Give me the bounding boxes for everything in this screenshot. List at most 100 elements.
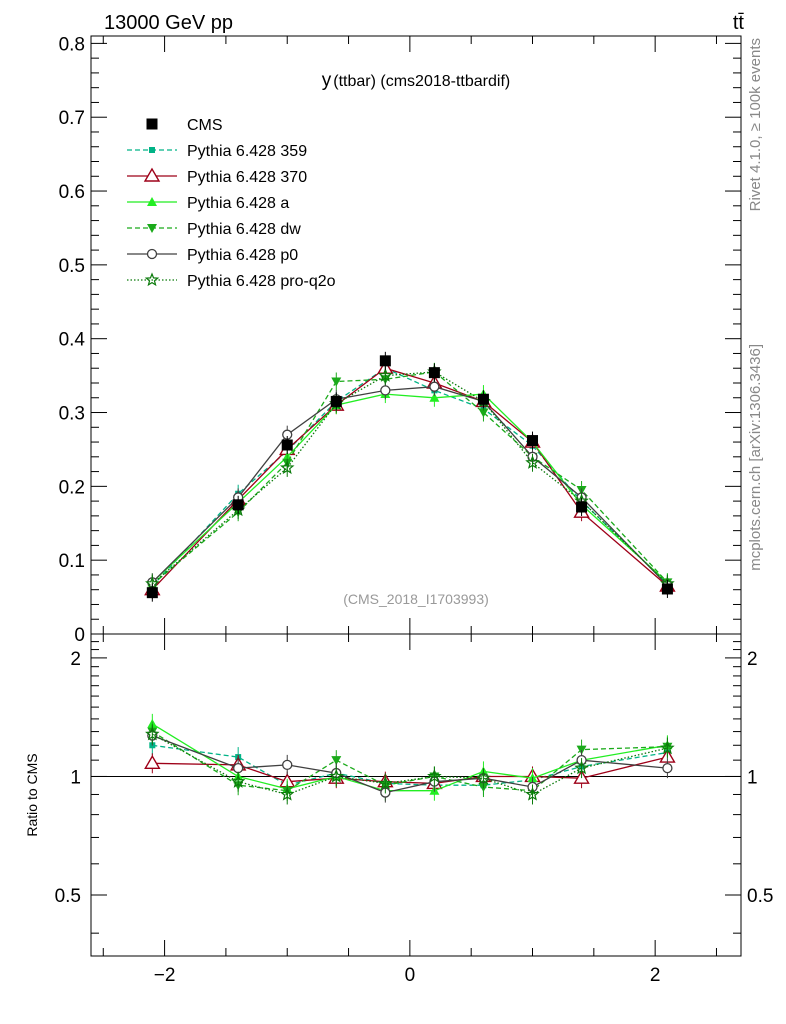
ratio-panel-frame xyxy=(90,633,742,957)
legend-marker xyxy=(149,147,155,153)
legend-label: CMS xyxy=(187,117,223,134)
legend-entry: Pythia 6.428 pro-q2o xyxy=(127,272,336,290)
ratio-axis-ticks: 0.5 0.5 1 1 2 2 xyxy=(55,641,773,934)
ratio-line xyxy=(152,734,668,794)
series-cms xyxy=(146,351,673,602)
series-line xyxy=(151,367,668,591)
main-ytick-label: 0.3 xyxy=(59,404,85,425)
legend: CMS Pythia 6.428 359 Pythia 6.428 370 Pythi… xyxy=(127,117,336,290)
legend-entry: CMS xyxy=(146,117,223,134)
analysis-watermark: (CMS_2018_I1703993) xyxy=(343,591,489,607)
legend-label: Pythia 6.428 dw xyxy=(187,221,301,238)
data-point xyxy=(429,392,440,402)
mcplots-label: mcplots.cern.ch [arXiv:1306.3436] xyxy=(747,344,764,571)
ratio-ytick-label-right: 0.5 xyxy=(747,886,773,907)
series-pythia-6-428-dw xyxy=(147,362,673,594)
main-ytick-label: 0.1 xyxy=(59,551,85,572)
series-pythia-6-428-p0 xyxy=(147,377,673,595)
legend-label: Pythia 6.428 p0 xyxy=(187,247,298,264)
legend-entry: Pythia 6.428 370 xyxy=(127,167,307,186)
data-point xyxy=(146,587,158,599)
data-point xyxy=(478,408,489,418)
ratio-point xyxy=(279,786,295,801)
ratio-ytick-label-right: 2 xyxy=(747,649,758,670)
ratio-pythia-6-428-pro-q2o xyxy=(145,724,675,805)
main-ytick-label: 0.5 xyxy=(59,256,85,277)
legend-marker xyxy=(147,197,157,206)
xtick-label: 2 xyxy=(650,965,661,986)
main-ytick-label: 0.6 xyxy=(59,182,85,203)
x-axis-ticks: −2 0 2 xyxy=(102,36,717,986)
main-axis-ticks: 0 0.1 0.2 0.3 0.4 0.5 0.6 0.7 0.8 xyxy=(59,34,741,646)
data-point xyxy=(281,439,293,451)
ratio-ylabel: Ratio to CMS xyxy=(24,753,40,836)
legend-marker xyxy=(144,272,160,287)
legend-marker xyxy=(143,167,161,182)
legend-marker xyxy=(146,118,158,130)
rivet-label: Rivet 4.1.0, ≥ 100k events xyxy=(747,38,764,211)
ratio-point xyxy=(427,768,442,783)
legend-entry: Pythia 6.428 p0 xyxy=(127,247,298,264)
data-point xyxy=(429,381,440,392)
ratio-line xyxy=(152,756,668,785)
main-ytick-label: 0.7 xyxy=(59,108,85,129)
data-point xyxy=(378,367,393,382)
legend-entry: Pythia 6.428 dw xyxy=(127,221,301,238)
data-point xyxy=(379,355,391,367)
series-pythia-6-428-a xyxy=(147,385,673,592)
ratio-series-group xyxy=(144,713,676,805)
legend-entry: Pythia 6.428 359 xyxy=(127,143,307,160)
energy-label: 13000 GeV pp xyxy=(104,12,233,34)
main-ytick-label: 0.4 xyxy=(59,330,86,351)
ratio-line xyxy=(151,723,668,792)
ratio-point xyxy=(574,760,589,775)
ratio-ytick-label: 1 xyxy=(70,767,81,788)
xtick-label: 0 xyxy=(405,965,416,986)
ratio-point xyxy=(144,754,161,769)
data-point xyxy=(525,455,540,469)
data-point xyxy=(380,385,391,396)
ratio-ytick-label: 0.5 xyxy=(55,886,81,907)
main-ytick-label: 0.8 xyxy=(59,34,85,55)
series-line xyxy=(151,386,668,586)
ratio-point xyxy=(233,762,244,774)
data-point xyxy=(428,367,440,379)
ratio-point xyxy=(662,762,673,774)
series-line xyxy=(151,367,668,587)
data-point xyxy=(477,393,489,405)
ratio-point xyxy=(282,759,293,771)
title-rest: (ttbar) (cms2018-ttbardif) xyxy=(333,73,510,90)
legend-entry: Pythia 6.428 a xyxy=(127,195,289,212)
ratio-point xyxy=(576,745,587,755)
title-y: y xyxy=(322,70,332,91)
main-ytick-label: 0 xyxy=(74,625,85,646)
data-point xyxy=(279,460,295,475)
data-point xyxy=(527,435,539,447)
series-line xyxy=(151,393,668,583)
ratio-point xyxy=(329,768,344,783)
series-line xyxy=(151,371,668,585)
ratio-point xyxy=(525,786,540,801)
main-series-group xyxy=(144,351,676,602)
main-ytick-label: 0.2 xyxy=(59,477,85,498)
series-pythia-6-428-370 xyxy=(144,359,676,599)
ratio-point xyxy=(378,775,393,790)
data-point xyxy=(661,583,673,595)
legend-label: Pythia 6.428 a xyxy=(187,195,289,212)
legend-label: Pythia 6.428 pro-q2o xyxy=(187,273,336,290)
ratio-ytick-label-right: 1 xyxy=(747,767,758,788)
legend-marker xyxy=(146,248,158,260)
ratio-point xyxy=(230,774,246,788)
legend-label: Pythia 6.428 370 xyxy=(187,169,307,186)
ratio-line xyxy=(151,731,668,792)
ratio-line xyxy=(151,733,668,796)
xtick-label: −2 xyxy=(154,965,176,986)
ratio-point xyxy=(660,740,675,755)
chart-title: y (ttbar) (cms2018-ttbardif) xyxy=(322,70,510,91)
legend-label: Pythia 6.428 359 xyxy=(187,143,307,160)
data-point xyxy=(576,501,588,513)
data-point xyxy=(331,377,342,387)
ratio-point xyxy=(145,726,160,741)
ratio-point xyxy=(476,770,491,785)
